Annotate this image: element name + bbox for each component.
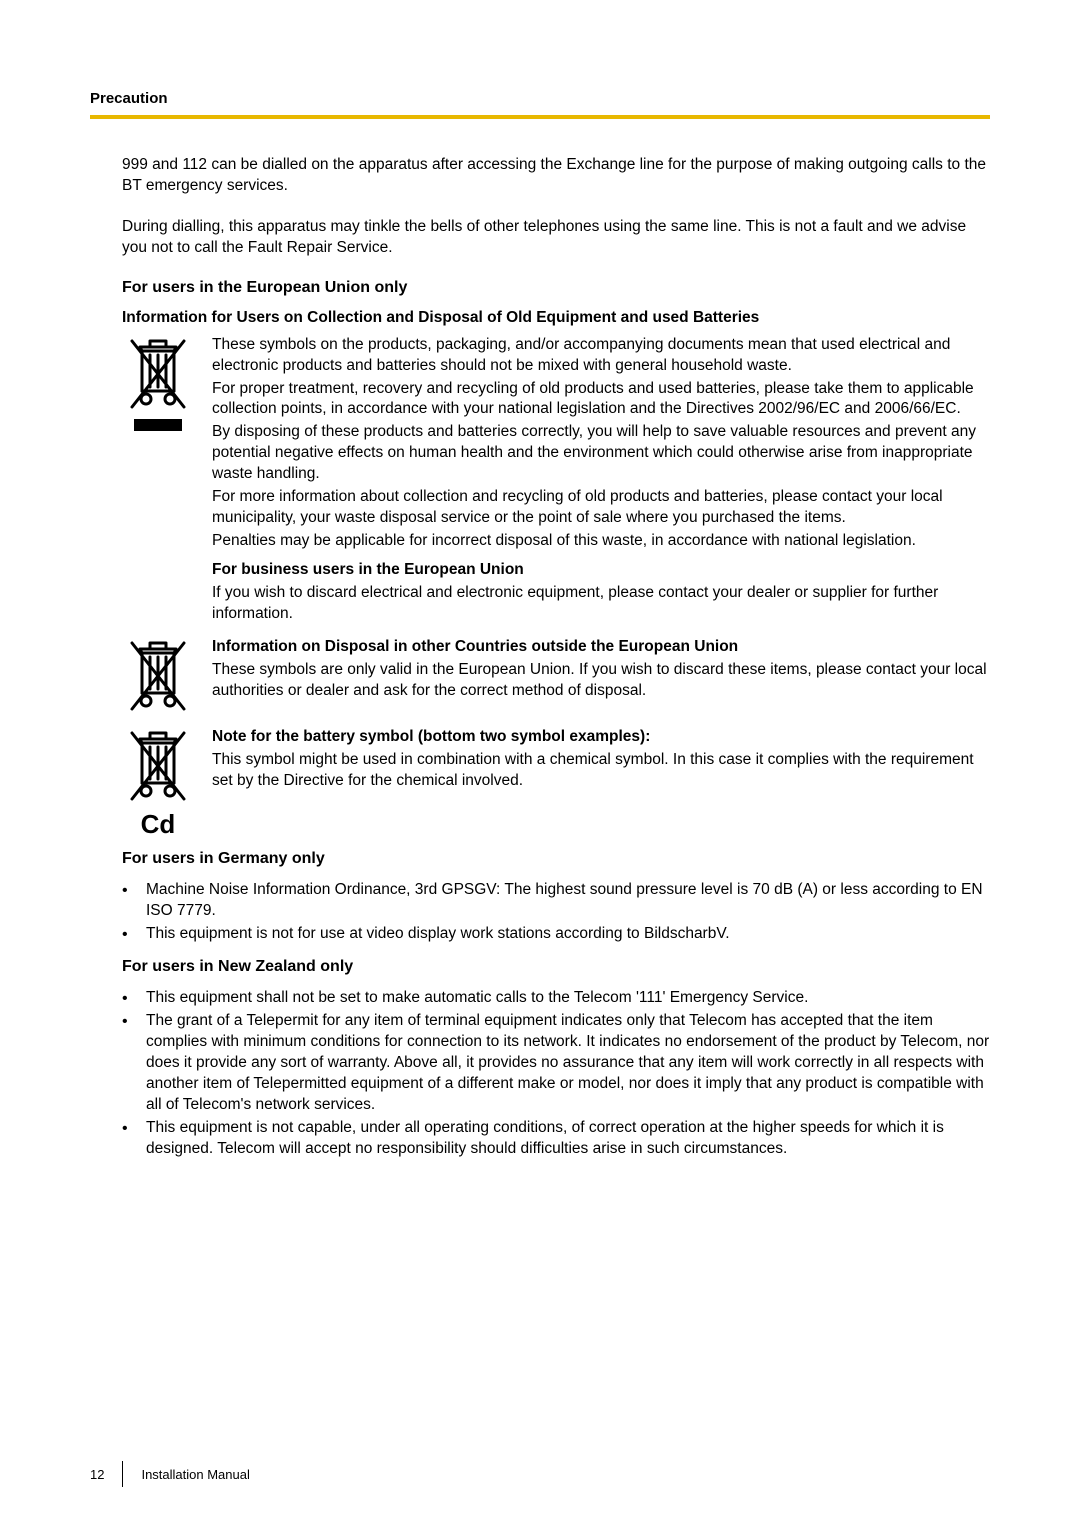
nz-list: This equipment shall not be set to make … bbox=[90, 988, 990, 1159]
eu-other-p: These symbols are only valid in the Euro… bbox=[212, 660, 990, 702]
eu-p2: For proper treatment, recovery and recyc… bbox=[212, 379, 990, 421]
weee-bin-icon-cd: Cd bbox=[122, 727, 194, 840]
list-item: This equipment is not capable, under all… bbox=[122, 1118, 990, 1160]
list-item: This equipment is not for use at video d… bbox=[122, 924, 990, 945]
de-section: For users in Germany only bbox=[122, 850, 990, 868]
eu-heading: For users in the European Union only bbox=[122, 279, 990, 297]
weee-bin-icon-with-bar bbox=[122, 335, 194, 431]
page-header: Precaution bbox=[90, 90, 990, 119]
crossed-bin-icon bbox=[126, 637, 190, 717]
page-footer: 12 Installation Manual bbox=[90, 1461, 250, 1487]
crossed-bin-icon bbox=[126, 335, 190, 415]
cd-chemical-label: Cd bbox=[141, 809, 176, 840]
nz-heading: For users in New Zealand only bbox=[122, 958, 990, 976]
nz-section: For users in New Zealand only bbox=[122, 958, 990, 976]
eu-p4: For more information about collection an… bbox=[212, 487, 990, 529]
eu-section: For users in the European Union only Inf… bbox=[122, 279, 990, 840]
eu-p1: These symbols on the products, packaging… bbox=[212, 335, 990, 377]
eu-note-p: This symbol might be used in combination… bbox=[212, 750, 990, 792]
eu-note-row: Cd Note for the battery symbol (bottom t… bbox=[122, 727, 990, 840]
intro-p2: During dialling, this apparatus may tink… bbox=[122, 217, 990, 259]
eu-p5: Penalties may be applicable for incorrec… bbox=[212, 531, 990, 552]
list-item: This equipment shall not be set to make … bbox=[122, 988, 990, 1009]
intro-p1: 999 and 112 can be dialled on the appara… bbox=[122, 155, 990, 197]
eu-note-text: Note for the battery symbol (bottom two … bbox=[212, 727, 990, 794]
intro-block: 999 and 112 can be dialled on the appara… bbox=[122, 155, 990, 259]
eu-biz-heading: For business users in the European Union bbox=[212, 560, 990, 581]
eu-p3: By disposing of these products and batte… bbox=[212, 422, 990, 485]
eu-other-text: Information on Disposal in other Countri… bbox=[212, 637, 990, 704]
eu-biz-p: If you wish to discard electrical and el… bbox=[212, 583, 990, 625]
de-heading: For users in Germany only bbox=[122, 850, 990, 868]
eu-subheading: Information for Users on Collection and … bbox=[122, 309, 990, 327]
page-number: 12 bbox=[90, 1467, 104, 1482]
crossed-bin-icon bbox=[126, 727, 190, 807]
eu-main-row: These symbols on the products, packaging… bbox=[122, 335, 990, 627]
eu-main-text: These symbols on the products, packaging… bbox=[212, 335, 990, 627]
list-item: Machine Noise Information Ordinance, 3rd… bbox=[122, 880, 990, 922]
solid-bar-icon bbox=[134, 419, 182, 431]
de-list: Machine Noise Information Ordinance, 3rd… bbox=[90, 880, 990, 945]
eu-note-heading: Note for the battery symbol (bottom two … bbox=[212, 727, 990, 748]
header-title: Precaution bbox=[90, 90, 990, 107]
footer-divider bbox=[122, 1461, 123, 1487]
footer-manual-title: Installation Manual bbox=[141, 1467, 249, 1482]
list-item: The grant of a Telepermit for any item o… bbox=[122, 1011, 990, 1116]
header-rule bbox=[90, 115, 990, 119]
eu-other-heading: Information on Disposal in other Countri… bbox=[212, 637, 990, 658]
eu-other-row: Information on Disposal in other Countri… bbox=[122, 637, 990, 717]
weee-bin-icon bbox=[122, 637, 194, 717]
